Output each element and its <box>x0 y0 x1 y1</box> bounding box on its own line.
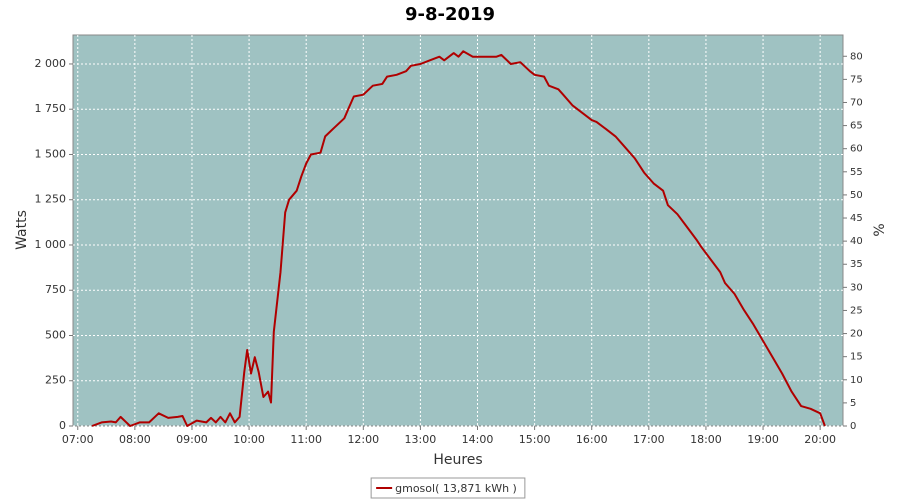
y2-tick-label: 10 <box>850 375 863 386</box>
y2-tick-label: 35 <box>850 259 863 270</box>
y2-tick-label: 75 <box>850 74 863 85</box>
y-tick-label: 2 000 <box>35 57 67 70</box>
x-tick-label: 08:00 <box>119 433 151 446</box>
y2-tick-label: 5 <box>850 398 856 409</box>
x-tick-label: 12:00 <box>347 433 379 446</box>
y-tick-label: 1 750 <box>35 102 67 115</box>
x-tick-label: 19:00 <box>747 433 779 446</box>
y2-tick-label: 40 <box>850 236 863 247</box>
y-tick-label: 750 <box>45 283 66 296</box>
y2-tick-label: 55 <box>850 167 863 178</box>
y2-tick-label: 50 <box>850 190 863 201</box>
x-tick-label: 14:00 <box>462 433 494 446</box>
y-tick-label: 1 000 <box>35 238 67 251</box>
x-tick-label: 13:00 <box>405 433 437 446</box>
chart-title: 9-8-2019 <box>405 4 495 25</box>
y2-tick-label: 20 <box>850 329 863 340</box>
x-tick-label: 20:00 <box>804 433 836 446</box>
y2-tick-label: 60 <box>850 144 863 155</box>
plot-area <box>72 34 844 427</box>
x-tick-label: 07:00 <box>62 433 94 446</box>
y-tick-label: 1 250 <box>35 193 67 206</box>
x-tick-label: 15:00 <box>519 433 551 446</box>
y-tick-label: 500 <box>45 328 66 341</box>
x-tick-label: 16:00 <box>576 433 608 446</box>
x-tick-label: 17:00 <box>633 433 665 446</box>
y2-axis-label: % <box>872 223 888 236</box>
x-tick-label: 18:00 <box>690 433 722 446</box>
x-axis-label: Heures <box>433 452 482 468</box>
x-tick-label: 10:00 <box>233 433 265 446</box>
legend-label: gmosol( 13,871 kWh ) <box>395 482 517 495</box>
y2-tick-label: 15 <box>850 352 863 363</box>
y2-tick-label: 65 <box>850 121 863 132</box>
y2-tick-label: 0 <box>850 421 856 432</box>
y2-tick-label: 25 <box>850 305 863 316</box>
x-tick-label: 11:00 <box>290 433 322 446</box>
legend-box <box>370 477 526 499</box>
y-tick-label: 250 <box>45 374 66 387</box>
y2-tick-label: 70 <box>850 97 863 108</box>
y2-tick-label: 80 <box>850 51 863 62</box>
y2-tick-label: 45 <box>850 213 863 224</box>
y2-tick-label: 30 <box>850 282 863 293</box>
data-line <box>91 50 826 427</box>
y-tick-label: 0 <box>59 419 66 432</box>
legend: gmosol( 13,871 kWh ) <box>370 477 526 499</box>
y-tick-label: 1 500 <box>35 147 67 160</box>
x-tick-label: 09:00 <box>176 433 208 446</box>
y-axis-label: Watts <box>14 210 30 250</box>
